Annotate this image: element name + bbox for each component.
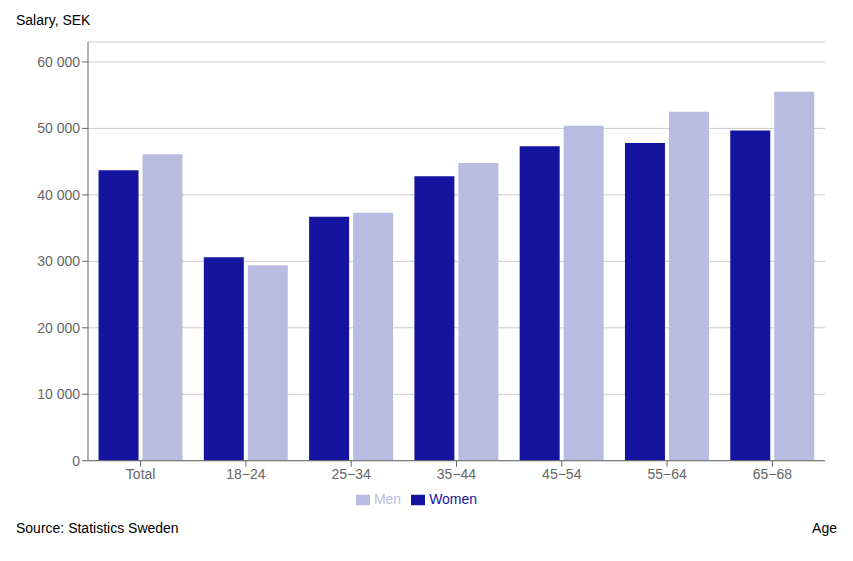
svg-text:50 000: 50 000 [37,120,80,136]
html-text:Age: Age [812,520,837,536]
svg-text:25−34: 25−34 [332,466,372,482]
html-text:Men: Men [373,490,402,507]
html-text:Salary, SEK: Salary, SEK [16,12,91,28]
svg-text:10 000: 10 000 [37,386,80,402]
svg-text:Total: Total [126,466,156,482]
html-text:Women: Women [429,490,478,507]
svg-text:45−54: 45−54 [542,466,582,482]
svg-text:55−64: 55−64 [647,466,687,482]
svg-text:30 000: 30 000 [37,253,80,269]
svg-text:40 000: 40 000 [37,187,80,203]
svg-text:60 000: 60 000 [37,54,80,70]
svg-text:18−24: 18−24 [226,466,266,482]
svg-text:20 000: 20 000 [37,320,80,336]
svg-text:65−68: 65−68 [753,466,793,482]
svg-text:0: 0 [72,453,80,469]
html-text:Source: Statistics Sweden: Source: Statistics Sweden [16,520,179,536]
svg-text:35−44: 35−44 [437,466,477,482]
